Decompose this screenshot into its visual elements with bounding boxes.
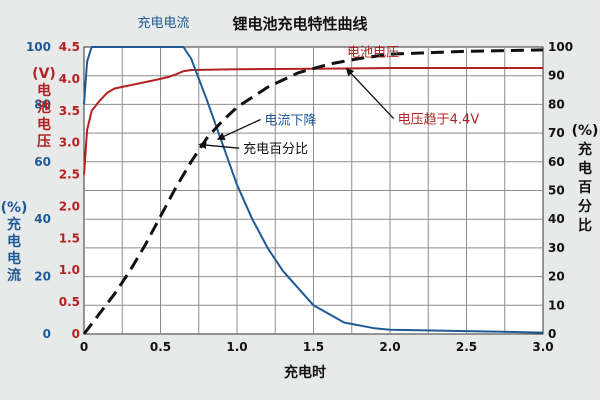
annotation-arrow: [198, 141, 240, 150]
percent-tick-label: 70: [548, 126, 565, 140]
current-tick-label: 100: [26, 40, 51, 54]
current-axis-ticks: 0 20 40 60 80 100: [26, 40, 51, 341]
percent-tick-label: 50: [548, 184, 565, 198]
voltage-tick-label: 1.0: [59, 263, 80, 277]
annotation-label: 电流下降: [265, 113, 317, 128]
axis-title-char: 电: [578, 160, 592, 177]
voltage-tick-label: 4.0: [59, 72, 80, 86]
axis-title-char: 充: [578, 141, 592, 158]
axis-title-char: (%): [572, 123, 599, 139]
x-tick-label: 0: [80, 340, 88, 354]
current-axis-title: (%)充电电流: [1, 200, 28, 284]
voltage-tick-label: 2.5: [59, 168, 80, 182]
axis-title-char: (V): [32, 66, 56, 82]
percent-axis-ticks: 0 10 20 30 40 50 60 70 80 90 100: [548, 40, 573, 341]
current-tick-label: 80: [34, 97, 51, 111]
percent-tick-label: 0: [548, 327, 556, 341]
series-line-voltage: [83, 67, 543, 175]
voltage-tick-label: 0.5: [59, 295, 80, 309]
axis-title-char: 充: [7, 216, 21, 233]
percent-tick-label: 20: [548, 270, 565, 284]
axis-title-char: 百: [578, 180, 592, 196]
annotation-arrow: [216, 118, 261, 140]
percent-tick-label: 60: [548, 155, 565, 169]
series-line-percent: [82, 48, 544, 335]
annotation-label: 充电百分比: [243, 141, 308, 157]
percent-tick-label: 90: [548, 69, 565, 83]
current-tick-label: 60: [34, 155, 51, 169]
percent-axis-title: (%) 充电百分比: [572, 123, 599, 234]
current-tick-label: 20: [34, 270, 51, 284]
axis-title-char: 分: [578, 199, 592, 215]
current-tick-label: 40: [34, 212, 51, 226]
percent-tick-label: 80: [548, 97, 565, 111]
x-axis-label: 充电时: [284, 364, 326, 381]
current-tick-label: 0: [43, 327, 51, 341]
axis-title-char: 电: [37, 82, 51, 99]
voltage-tick-label: 2.0: [59, 199, 80, 213]
axis-title-char: 电: [7, 233, 21, 250]
voltage-axis-ticks: 0 0.5 1.0 1.5 2.0 2.5 3.0 3.5 4.0 4.5: [59, 40, 80, 341]
annotation-label: 电压趋于4.4V: [398, 113, 480, 128]
x-axis-ticks: 0 0.5 1.0 1.5 2.0 2.5 3.0: [80, 340, 554, 354]
axis-title-char: 比: [578, 217, 592, 234]
x-tick-label: 1.0: [226, 340, 247, 354]
voltage-axis-title: (V)电池电压: [32, 66, 56, 150]
series-line-current: [83, 46, 544, 334]
voltage-tick-label: 4.5: [59, 40, 80, 54]
axis-title-char: 电: [37, 116, 51, 133]
data-series: [82, 46, 544, 335]
voltage-tick-label: 0: [72, 327, 80, 341]
x-tick-label: 2.5: [456, 340, 477, 354]
annotation-arrow: [345, 67, 395, 119]
x-tick-label: 1.5: [303, 340, 324, 354]
x-tick-label: 2.0: [379, 340, 400, 354]
annotation-label: 充电电流: [138, 15, 190, 31]
percent-tick-label: 100: [548, 40, 573, 54]
voltage-tick-label: 3.0: [59, 136, 80, 150]
percent-tick-label: 30: [548, 241, 565, 255]
percent-tick-label: 40: [548, 212, 565, 226]
axis-title-char: (%): [1, 200, 28, 216]
axis-title-char: 池: [37, 99, 51, 116]
axis-title-char: 流: [7, 267, 21, 284]
annotation-label: 电池电压: [347, 46, 399, 61]
axis-title-char: 压: [37, 134, 51, 150]
chart-title: 锂电池充电特性曲线: [232, 15, 367, 33]
grid-lines: [84, 47, 543, 334]
voltage-tick-label: 3.5: [59, 104, 80, 118]
x-tick-label: 3.0: [532, 340, 553, 354]
axis-title-char: 电: [7, 250, 21, 267]
voltage-tick-label: 1.5: [59, 231, 80, 245]
x-tick-label: 0.5: [150, 340, 171, 354]
percent-tick-label: 10: [548, 298, 565, 312]
